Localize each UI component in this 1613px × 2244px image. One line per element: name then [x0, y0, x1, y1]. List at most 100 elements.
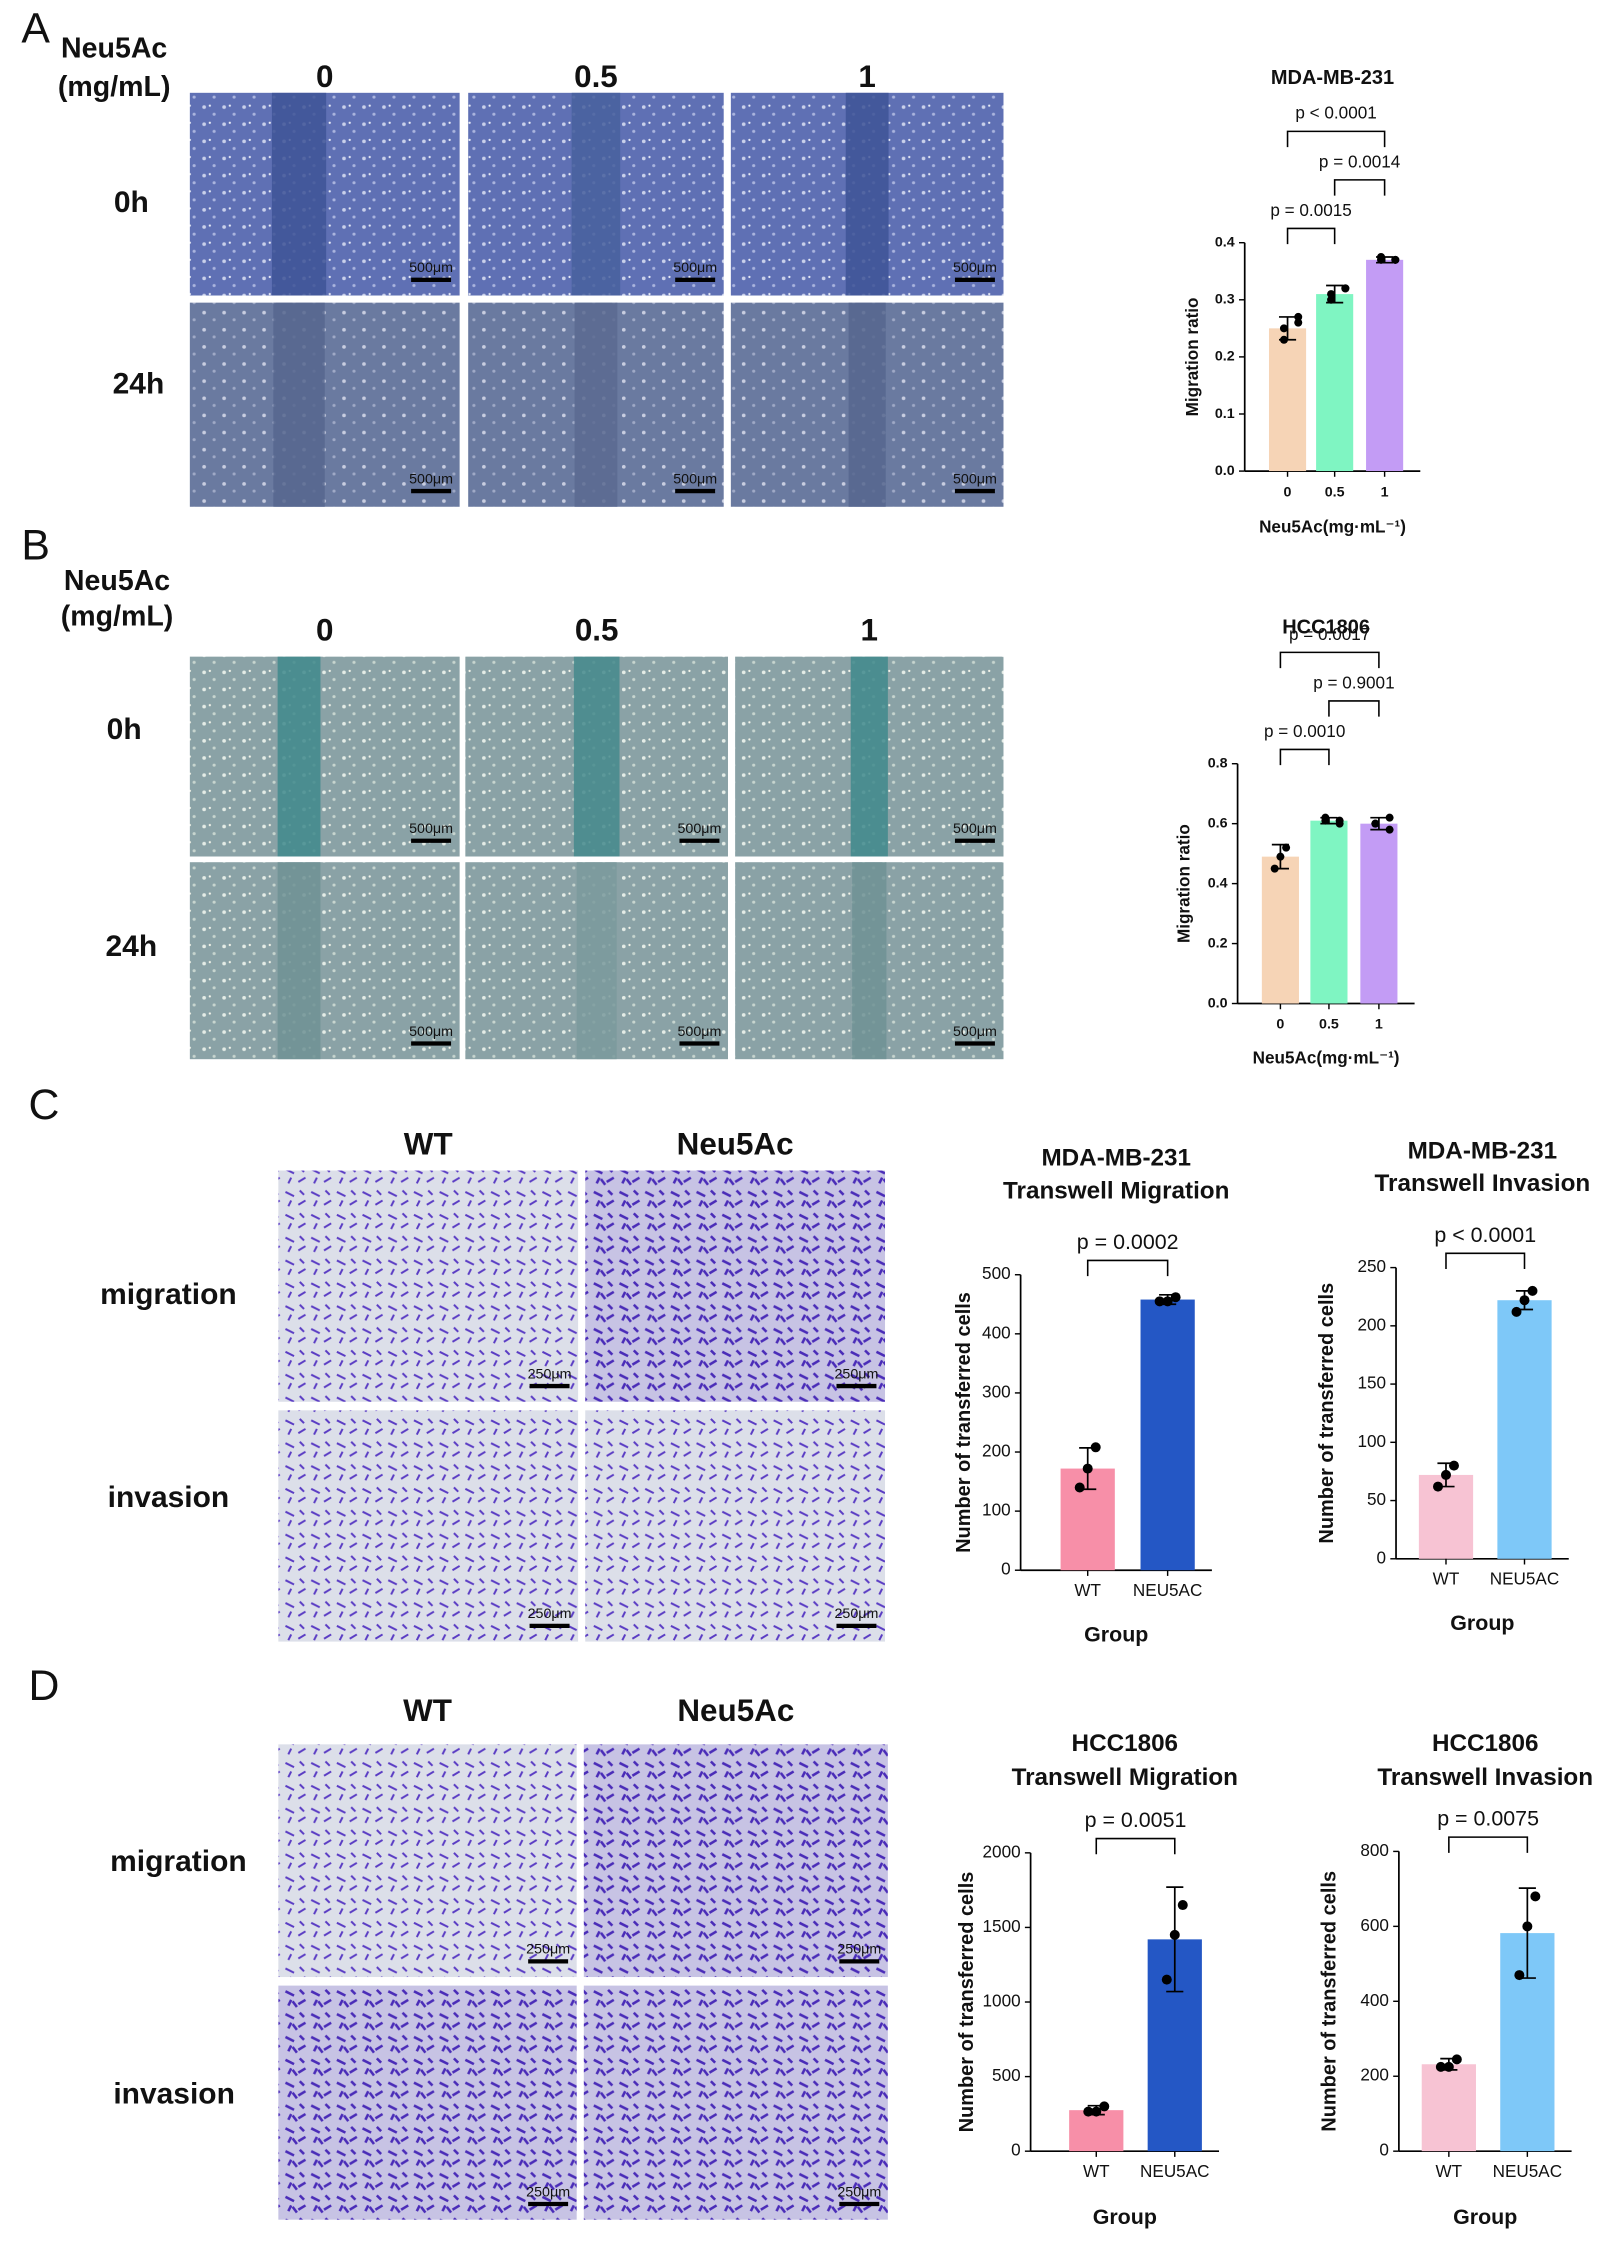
scratch-gap: [271, 92, 327, 296]
data-point: [1371, 819, 1380, 828]
data-point: [1530, 1891, 1541, 1902]
column-header: 0: [316, 613, 333, 648]
data-point: [1276, 852, 1285, 861]
chart-title: Transwell Migration: [1003, 1177, 1229, 1204]
data-point: [1154, 1296, 1165, 1307]
micrograph: [278, 1744, 577, 1978]
y-tick-label: 50: [1367, 1490, 1386, 1509]
scale-bar-label: 500μm: [409, 821, 453, 837]
panel-letter: D: [29, 1662, 60, 1710]
p-value: p = 0.0075: [1437, 1807, 1539, 1831]
y-tick-label: 0.4: [1208, 875, 1228, 891]
data-point: [1162, 1296, 1173, 1307]
x-tick-label: WT: [1433, 1570, 1460, 1589]
data-point: [1082, 1463, 1093, 1474]
x-axis-label: Group: [1084, 1623, 1148, 1647]
x-tick-label: 0: [1276, 1017, 1284, 1033]
significance-bracket: [1286, 130, 1386, 148]
scale-bar-label: 250μm: [837, 2184, 881, 2200]
row-header: Neu5Ac: [64, 565, 170, 597]
y-tick-label: 0.8: [1208, 755, 1228, 771]
scratch-gap: [277, 656, 321, 857]
panel-letter: B: [21, 521, 50, 569]
y-tick-label: 0.0: [1215, 463, 1235, 479]
y-tick-label: 600: [1360, 1916, 1389, 1935]
panel-letter: A: [21, 5, 50, 53]
chart-title: HCC1806: [1282, 616, 1370, 638]
micrograph: [189, 302, 460, 507]
scratch-gap: [574, 302, 618, 507]
column-header: WT: [404, 1127, 453, 1162]
column-header: 0.5: [575, 613, 619, 648]
data-point: [1385, 813, 1394, 822]
bar: [1268, 328, 1307, 472]
significance-bracket: [1445, 1252, 1526, 1270]
p-value: p = 0.0010: [1264, 722, 1345, 741]
micrograph: [189, 862, 460, 1060]
chart-title: MDA-MB-231: [1041, 1145, 1191, 1172]
column-header: 0.5: [574, 59, 618, 94]
significance-bracket: [1095, 1837, 1176, 1855]
chart-title: Transwell Migration: [1012, 1764, 1238, 1791]
row-label: 0h: [114, 186, 149, 219]
data-point: [1327, 295, 1336, 304]
y-tick-label: 0: [1377, 1548, 1387, 1567]
significance-bracket: [1286, 227, 1336, 245]
data-point: [1279, 324, 1288, 333]
scale-bar-label: 500μm: [677, 1024, 721, 1040]
y-tick-label: 400: [982, 1323, 1011, 1342]
scale-bar-label: 250μm: [526, 1942, 570, 1958]
panel-letter: C: [29, 1081, 60, 1129]
x-tick-label: WT: [1436, 2162, 1463, 2181]
data-point: [1294, 318, 1303, 327]
row-header: (mg/mL): [61, 601, 174, 633]
y-tick-label: 200: [1360, 2066, 1389, 2085]
bar: [1360, 823, 1398, 1004]
bar: [1421, 2064, 1476, 2152]
x-tick-label: WT: [1074, 1581, 1101, 1600]
scratch-gap: [273, 302, 325, 507]
data-point: [1527, 1285, 1538, 1296]
scale-bar-label: 250μm: [837, 1942, 881, 1958]
column-header: Neu5Ac: [677, 1127, 794, 1162]
y-tick-label: 0.4: [1215, 234, 1235, 250]
y-tick-label: 500: [992, 2066, 1021, 2085]
y-tick-label: 1500: [983, 1917, 1021, 1936]
y-tick-label: 0.6: [1208, 815, 1228, 831]
column-header: WT: [403, 1693, 452, 1728]
bar: [1418, 1474, 1474, 1559]
chart-title: HCC1806: [1072, 1730, 1179, 1757]
column-header: 1: [861, 613, 878, 648]
x-tick-label: NEU5AC: [1493, 2162, 1562, 2181]
column-header: Neu5Ac: [677, 1693, 794, 1728]
scratch-gap: [852, 862, 887, 1060]
data-point: [1282, 843, 1291, 852]
x-axis-label: Group: [1450, 1611, 1514, 1635]
data-point: [1435, 2061, 1446, 2072]
scratch-gap: [277, 862, 321, 1060]
scale-bar-label: 500μm: [953, 1024, 997, 1040]
y-tick-label: 300: [982, 1382, 1011, 1401]
scale-bar-label: 500μm: [953, 821, 997, 837]
data-point: [1391, 255, 1400, 264]
x-tick-label: 0.5: [1325, 484, 1345, 500]
x-tick-label: WT: [1083, 2162, 1110, 2181]
y-tick-label: 0: [1001, 1560, 1011, 1579]
data-point: [1321, 816, 1330, 825]
x-axis-label: Neu5Ac(mg·mL⁻¹): [1259, 518, 1406, 537]
micrograph: [278, 1410, 579, 1642]
p-value: p = 0.9001: [1313, 673, 1394, 692]
y-axis-label: Number of transferred cells: [1319, 1871, 1341, 2132]
scale-bar-label: 250μm: [526, 2184, 570, 2200]
chart-title: Transwell Invasion: [1377, 1764, 1593, 1791]
scale-bar-label: 250μm: [528, 1366, 572, 1382]
y-axis-label: Number of transferred cells: [956, 1872, 978, 2133]
y-axis-label: Migration ratio: [1174, 824, 1193, 943]
data-point: [1440, 1469, 1451, 1480]
bar: [1310, 820, 1348, 1004]
scratch-gap: [573, 656, 620, 857]
bar: [1366, 259, 1404, 472]
y-tick-label: 1000: [983, 1992, 1021, 2011]
